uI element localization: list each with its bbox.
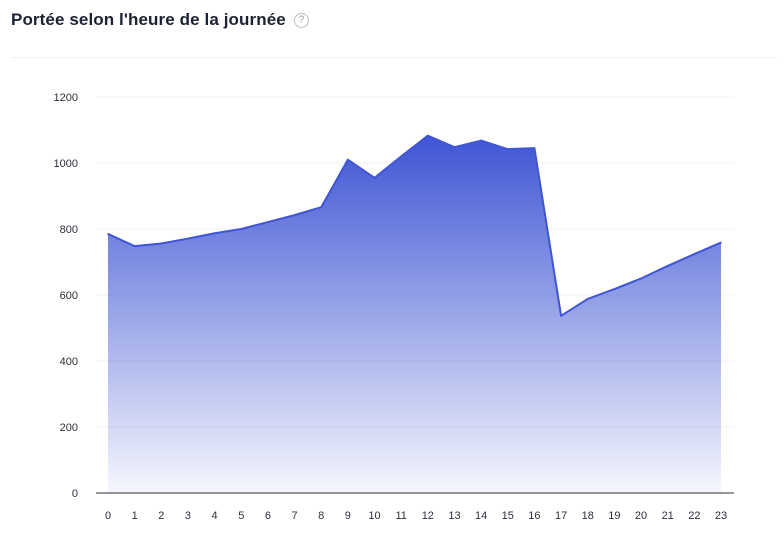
data-point[interactable] (506, 148, 509, 150)
data-point[interactable] (347, 158, 349, 161)
data-point[interactable] (320, 206, 323, 209)
header-divider (11, 57, 778, 58)
data-point[interactable] (133, 245, 136, 247)
question-circle-icon[interactable]: ? (293, 12, 309, 28)
x-tick-label: 21 (662, 510, 674, 522)
y-tick-label: 600 (60, 290, 78, 302)
x-tick-label: 18 (582, 510, 594, 522)
data-point[interactable] (720, 241, 722, 244)
y-tick-label: 800 (60, 224, 78, 236)
series-area (107, 134, 722, 494)
x-tick-label: 7 (292, 510, 298, 522)
x-tick-label: 19 (608, 510, 620, 522)
y-tick-label: 0 (72, 488, 78, 500)
data-point[interactable] (693, 253, 696, 255)
data-point[interactable] (267, 221, 269, 223)
x-tick-label: 22 (688, 510, 700, 522)
data-point[interactable] (586, 298, 589, 300)
data-point[interactable] (400, 155, 402, 158)
data-point[interactable] (187, 237, 189, 240)
x-tick-label: 17 (555, 510, 567, 522)
x-tick-label: 13 (448, 510, 460, 522)
x-tick-label: 20 (635, 510, 647, 522)
x-tick-label: 2 (158, 510, 164, 522)
chart-header: Portée selon l'heure de la journée ? (11, 10, 309, 30)
data-point[interactable] (453, 146, 456, 148)
x-tick-label: 11 (395, 510, 406, 522)
data-point[interactable] (480, 139, 482, 142)
x-tick-label: 15 (502, 510, 514, 522)
data-point[interactable] (666, 265, 669, 267)
x-tick-label: 16 (528, 510, 540, 522)
data-point[interactable] (240, 228, 243, 230)
x-tick-label: 5 (238, 510, 244, 522)
x-tick-label: 10 (368, 510, 380, 522)
x-tick-label: 3 (185, 510, 191, 522)
x-tick-label: 9 (345, 510, 351, 522)
data-point[interactable] (640, 277, 642, 280)
x-tick-label: 12 (422, 510, 434, 522)
y-tick-label: 200 (60, 422, 78, 434)
data-point[interactable] (533, 147, 536, 149)
data-point[interactable] (293, 214, 296, 216)
x-tick-label: 14 (475, 510, 487, 522)
area-fill (108, 135, 721, 494)
x-tick-label: 0 (105, 510, 111, 522)
data-point[interactable] (160, 242, 163, 245)
y-axis-ticks: 0 200 400 600 800 1000 1200 (54, 92, 78, 500)
data-point[interactable] (213, 232, 216, 235)
y-tick-label: 400 (60, 356, 78, 368)
chart-title: Portée selon l'heure de la journée (11, 10, 286, 29)
x-tick-label: 4 (212, 510, 218, 522)
x-tick-label: 23 (715, 510, 727, 522)
data-point[interactable] (613, 288, 616, 290)
data-point[interactable] (107, 233, 109, 235)
data-point[interactable] (560, 314, 562, 317)
data-point[interactable] (373, 177, 376, 179)
series-line (107, 134, 722, 317)
x-tick-label: 6 (265, 510, 271, 522)
x-tick-label: 8 (318, 510, 324, 522)
x-tick-label: 1 (132, 510, 138, 522)
y-tick-label: 1000 (54, 158, 78, 170)
x-axis-ticks: 0 1 2 3 4 5 6 7 8 9 10 11 12 13 14 15 16 17 18 19 20 21 22 23 (105, 510, 727, 522)
data-point[interactable] (427, 134, 429, 137)
y-tick-label: 1200 (54, 92, 78, 104)
